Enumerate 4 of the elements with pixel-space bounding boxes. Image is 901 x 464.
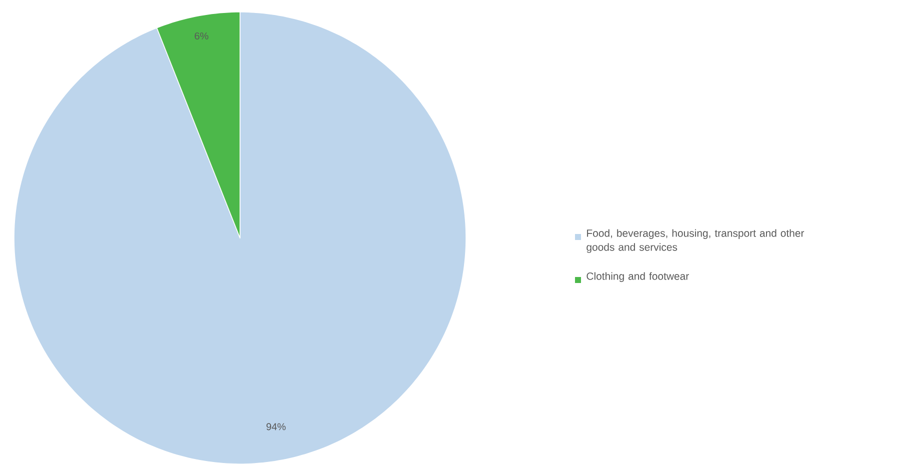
legend-label: Clothing and footwear: [586, 272, 689, 282]
data-label: 94%: [266, 422, 286, 430]
data-label: 6%: [194, 32, 208, 40]
legend-label: Food, beverages, housing, transport and other goods and services: [586, 229, 804, 253]
